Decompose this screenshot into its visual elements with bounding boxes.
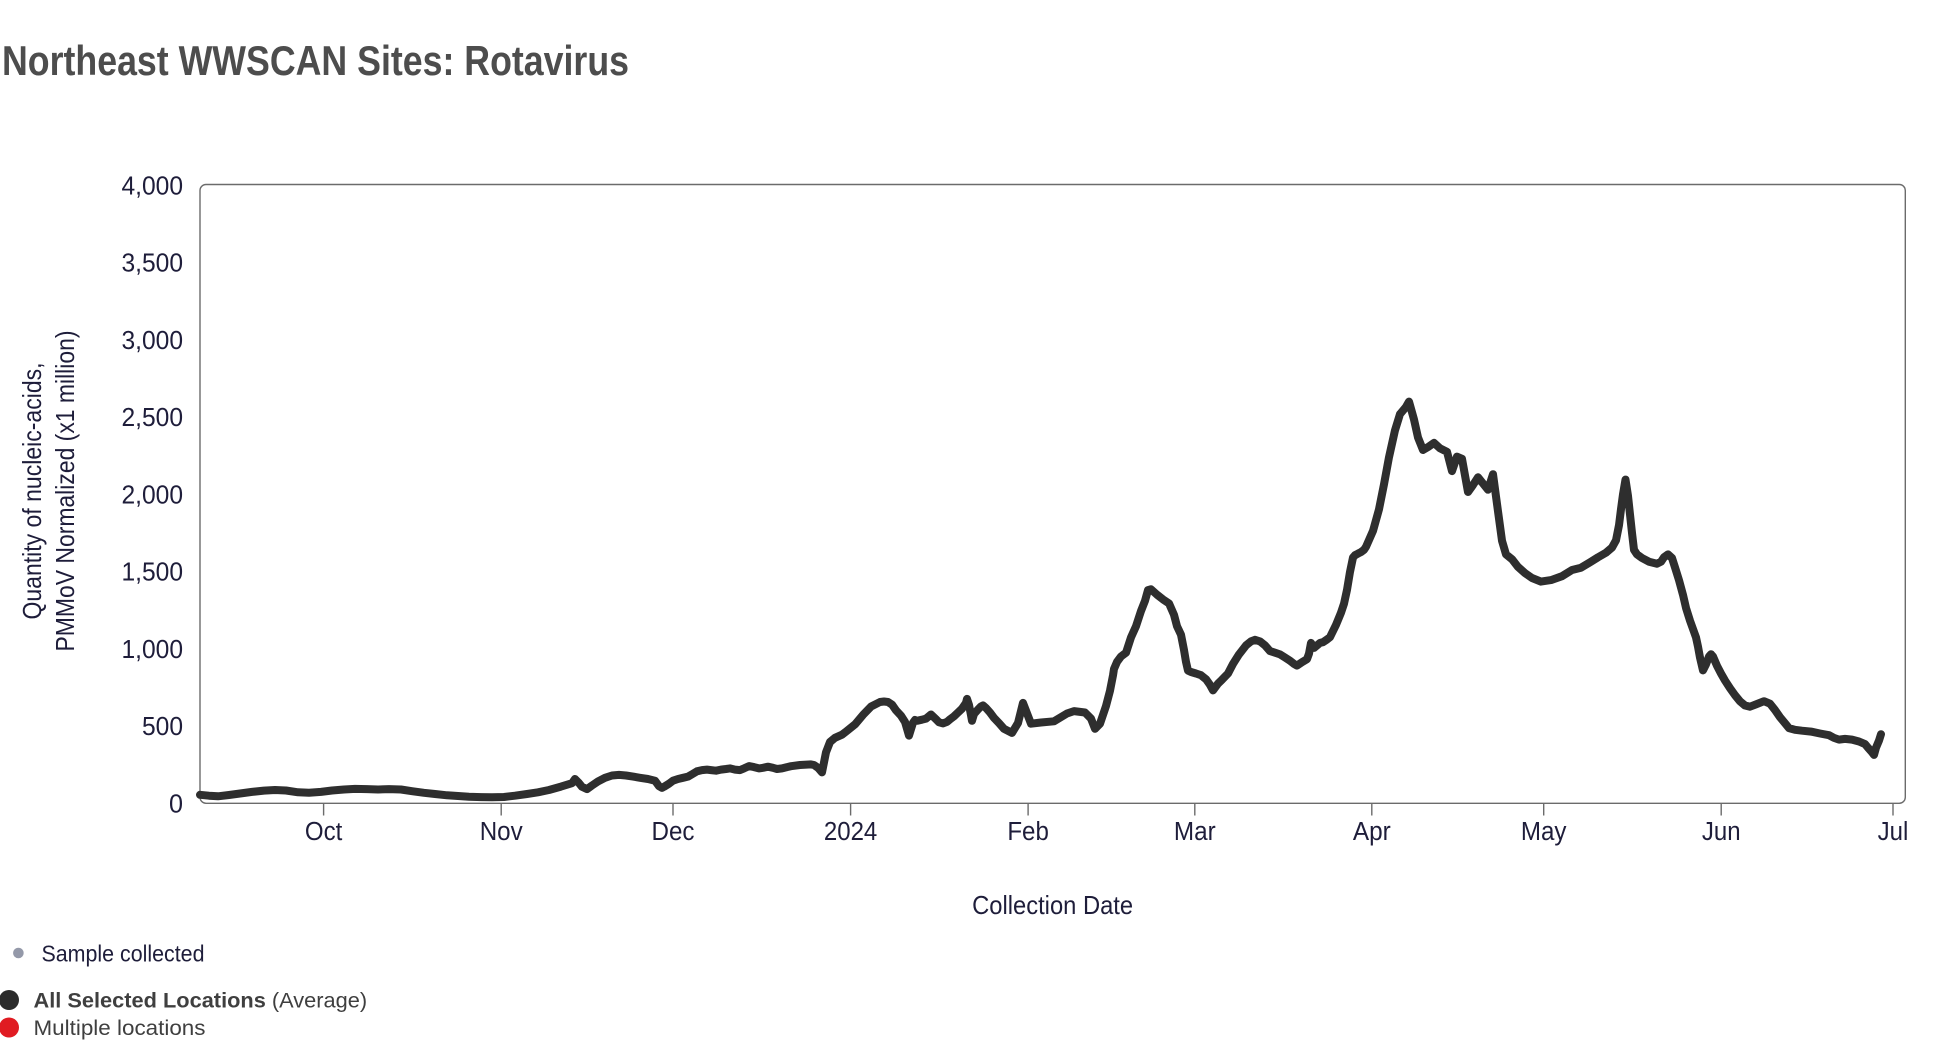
svg-text:Northeast WWSCAN Sites: Rotavi: Northeast WWSCAN Sites: Rotavirus xyxy=(2,37,629,84)
svg-text:Oct: Oct xyxy=(305,818,342,846)
svg-text:4,000: 4,000 xyxy=(122,172,184,200)
svg-text:2,500: 2,500 xyxy=(122,404,184,432)
svg-text:Quantity of nucleic-acids,: Quantity of nucleic-acids, xyxy=(17,363,47,620)
svg-text:2,000: 2,000 xyxy=(122,481,184,509)
svg-text:1,500: 1,500 xyxy=(122,559,184,587)
svg-text:Jul: Jul xyxy=(1878,818,1909,846)
svg-text:Feb: Feb xyxy=(1007,818,1049,846)
svg-text:3,500: 3,500 xyxy=(122,250,184,278)
svg-text:3,000: 3,000 xyxy=(122,327,184,355)
svg-text:Multiple locations: Multiple locations xyxy=(34,1016,206,1040)
svg-text:Apr: Apr xyxy=(1353,818,1391,846)
svg-text:Sample collected: Sample collected xyxy=(42,941,205,967)
svg-text:Dec: Dec xyxy=(652,818,695,846)
svg-text:500: 500 xyxy=(142,713,183,741)
svg-text:PMMoV Normalized (x1 million): PMMoV Normalized (x1 million) xyxy=(50,331,80,652)
svg-text:May: May xyxy=(1521,818,1567,846)
svg-text:Jun: Jun xyxy=(1702,818,1741,846)
svg-text:0: 0 xyxy=(169,790,183,818)
svg-text:2024: 2024 xyxy=(824,818,877,846)
svg-text:Collection Date: Collection Date xyxy=(972,890,1133,920)
svg-text:All Selected Locations (Averag: All Selected Locations (Average) xyxy=(34,989,368,1013)
svg-text:1,000: 1,000 xyxy=(122,636,184,664)
svg-text:Nov: Nov xyxy=(480,818,523,846)
svg-text:Mar: Mar xyxy=(1174,818,1216,846)
